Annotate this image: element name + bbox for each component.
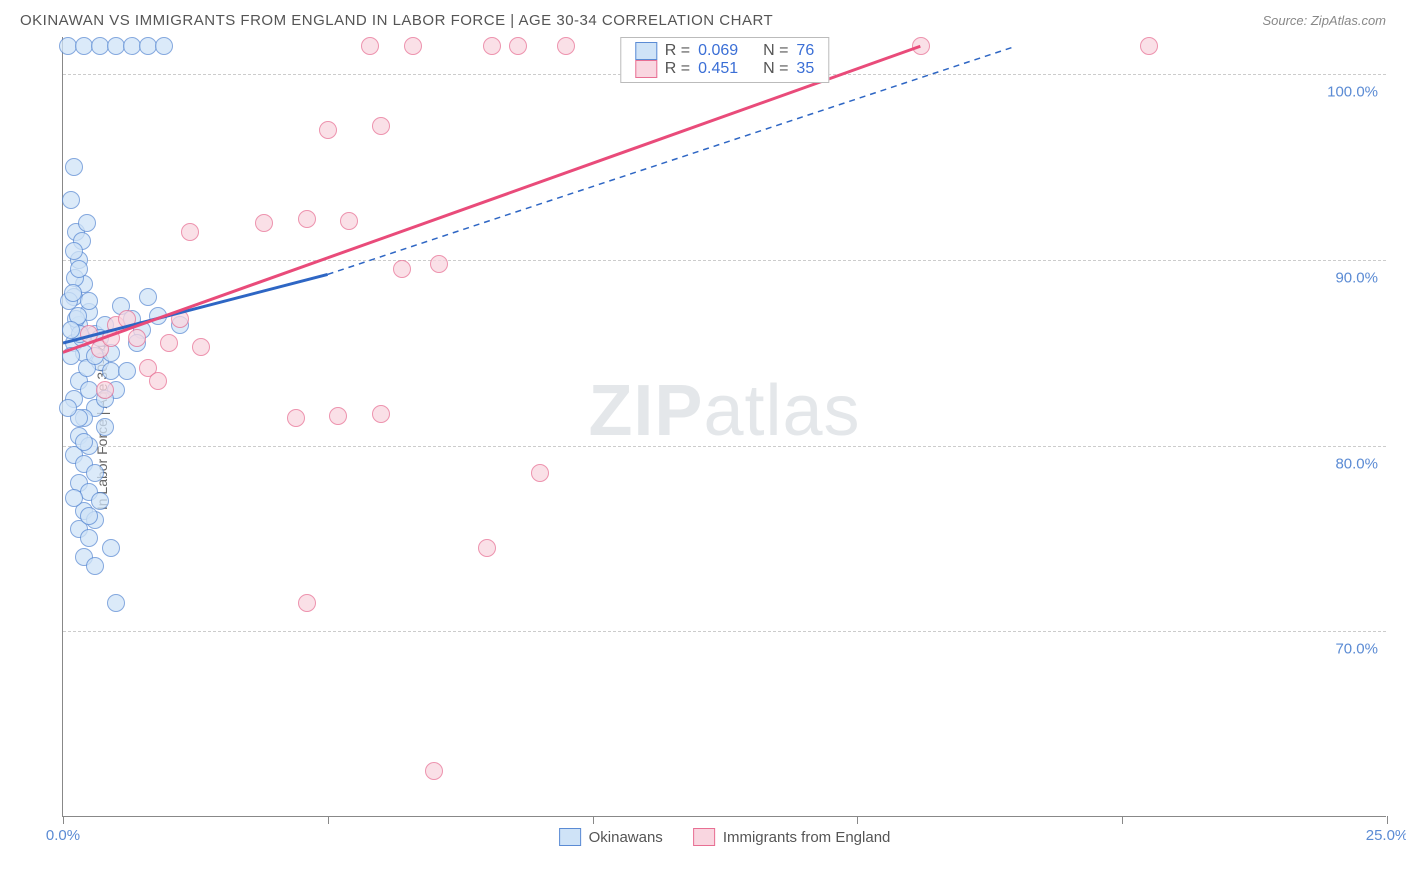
x-tick-label: 25.0%	[1366, 827, 1406, 844]
data-point	[75, 433, 93, 451]
x-tick	[328, 816, 329, 824]
data-point	[319, 121, 337, 139]
y-tick-label: 100.0%	[1327, 84, 1378, 101]
data-point	[62, 347, 80, 365]
data-point	[102, 329, 120, 347]
gridline	[63, 260, 1386, 261]
data-point	[62, 191, 80, 209]
data-point	[483, 37, 501, 55]
data-point	[255, 214, 273, 232]
data-point	[372, 405, 390, 423]
data-point	[118, 362, 136, 380]
data-point	[171, 310, 189, 328]
x-tick	[1122, 816, 1123, 824]
data-point	[912, 37, 930, 55]
n-value-england: 35	[796, 60, 814, 78]
data-point	[372, 117, 390, 135]
x-tick	[63, 816, 64, 824]
data-point	[107, 594, 125, 612]
data-point	[478, 539, 496, 557]
data-point	[64, 284, 82, 302]
x-tick-label: 0.0%	[46, 827, 80, 844]
data-point	[430, 255, 448, 273]
data-point	[340, 212, 358, 230]
gridline	[63, 446, 1386, 447]
chart-plot-area: In Labor Force | Age 30-34 70.0%80.0%90.…	[62, 37, 1386, 817]
gridline	[63, 631, 1386, 632]
data-point	[80, 507, 98, 525]
x-tick	[857, 816, 858, 824]
data-point	[80, 529, 98, 547]
data-point	[557, 37, 575, 55]
series-legend: Okinawans Immigrants from England	[559, 828, 891, 846]
data-point	[86, 464, 104, 482]
data-point	[509, 37, 527, 55]
data-point	[393, 260, 411, 278]
data-point	[181, 223, 199, 241]
data-point	[70, 260, 88, 278]
chart-title: OKINAWAN VS IMMIGRANTS FROM ENGLAND IN L…	[20, 12, 773, 29]
n-value-okinawans: 76	[796, 42, 814, 60]
y-tick-label: 80.0%	[1335, 455, 1378, 472]
data-point	[96, 418, 114, 436]
data-point	[361, 37, 379, 55]
correlation-legend: R = 0.069 N = 76 R = 0.451 N = 35	[620, 37, 829, 83]
data-point	[1140, 37, 1158, 55]
data-point	[139, 288, 157, 306]
data-point	[65, 242, 83, 260]
legend-swatch-england	[635, 60, 657, 78]
r-value-england: 0.451	[698, 60, 738, 78]
data-point	[128, 329, 146, 347]
legend-swatch-okinawans	[635, 42, 657, 60]
data-point	[59, 399, 77, 417]
r-value-okinawans: 0.069	[698, 42, 738, 60]
data-point	[329, 407, 347, 425]
data-point	[65, 489, 83, 507]
data-point	[149, 372, 167, 390]
data-point	[78, 214, 96, 232]
data-point	[298, 594, 316, 612]
source-label: Source: ZipAtlas.com	[1262, 13, 1386, 28]
data-point	[149, 307, 167, 325]
data-point	[80, 292, 98, 310]
legend-swatch-england-icon	[693, 828, 715, 846]
data-point	[192, 338, 210, 356]
legend-swatch-okinawans-icon	[559, 828, 581, 846]
data-point	[425, 762, 443, 780]
data-point	[62, 321, 80, 339]
legend-label-england: Immigrants from England	[723, 829, 891, 846]
data-point	[96, 381, 114, 399]
legend-label-okinawans: Okinawans	[589, 829, 663, 846]
data-point	[118, 310, 136, 328]
y-tick-label: 70.0%	[1335, 641, 1378, 658]
x-tick	[593, 816, 594, 824]
data-point	[102, 539, 120, 557]
data-point	[404, 37, 422, 55]
data-point	[155, 37, 173, 55]
data-point	[160, 334, 178, 352]
data-point	[65, 158, 83, 176]
data-point	[86, 557, 104, 575]
data-point	[531, 464, 549, 482]
data-point	[298, 210, 316, 228]
x-tick	[1387, 816, 1388, 824]
y-tick-label: 90.0%	[1335, 269, 1378, 286]
data-point	[287, 409, 305, 427]
